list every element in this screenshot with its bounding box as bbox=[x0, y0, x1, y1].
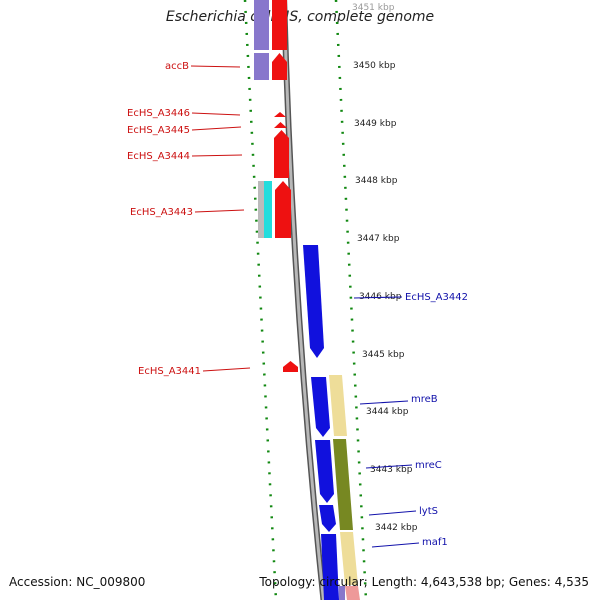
gene-label-EcHS_A3441: EcHS_A3441 bbox=[138, 366, 201, 377]
gene-label-EcHS_A3445: EcHS_A3445 bbox=[127, 125, 190, 136]
label-leader bbox=[368, 510, 417, 516]
scale-label: 3445 kbp bbox=[362, 350, 405, 360]
cog-blocks-forward bbox=[329, 375, 360, 600]
label-leader bbox=[191, 126, 242, 131]
cog-block bbox=[345, 586, 360, 600]
label-leader bbox=[202, 367, 251, 372]
reverse-gene-labels: accB EcHS_A3446 EcHS_A3445 EcHS_A3444 Ec… bbox=[127, 61, 251, 377]
genome-summary-text: Topology: circular; Length: 4,643,538 bp… bbox=[259, 575, 589, 589]
scale-label: 3447 kbp bbox=[357, 234, 400, 244]
cog-block bbox=[254, 53, 269, 80]
label-leader bbox=[365, 464, 413, 469]
gene-label-EcHS_A3443: EcHS_A3443 bbox=[130, 207, 193, 218]
label-leader bbox=[194, 209, 245, 213]
cog-blocks-reverse bbox=[254, 0, 272, 238]
gene-arrow-mreB bbox=[311, 377, 330, 437]
label-leader bbox=[371, 542, 420, 548]
scale-label: 3449 kbp bbox=[354, 119, 397, 129]
gene-arrow-EcHS_A3441 bbox=[283, 361, 298, 372]
label-leader bbox=[190, 65, 241, 68]
gene-label-maf1: maf1 bbox=[422, 537, 448, 548]
accession-text: Accession: NC_009800 bbox=[9, 575, 146, 589]
genome-title: Escherichia coli HS, complete genome bbox=[165, 9, 435, 25]
scale-label: 3450 kbp bbox=[353, 61, 396, 71]
gene-label-EcHS_A3442: EcHS_A3442 bbox=[405, 292, 468, 303]
cog-block bbox=[258, 181, 265, 238]
forward-gene-labels: EcHS_A3442 mreB mreC lytS maf1 bbox=[353, 292, 468, 548]
cog-block bbox=[333, 439, 353, 530]
label-leader bbox=[191, 154, 243, 157]
cog-block bbox=[264, 181, 272, 238]
backbone-line bbox=[282, 0, 325, 600]
reverse-strand-features bbox=[272, 0, 298, 372]
cog-block bbox=[329, 375, 347, 436]
gene-arrow-EcHS_A3445 bbox=[274, 122, 287, 128]
gene-label-EcHS_A3444: EcHS_A3444 bbox=[127, 151, 190, 162]
outer-tick-rail bbox=[334, 0, 368, 600]
tick-rails bbox=[243, 0, 368, 600]
cog-block bbox=[254, 0, 269, 50]
label-leader bbox=[359, 400, 409, 405]
gene-label-mreB: mreB bbox=[411, 394, 438, 405]
gene-label-EcHS_A3446: EcHS_A3446 bbox=[127, 108, 190, 119]
scale-label: 3442 kbp bbox=[375, 523, 418, 533]
scale-label: 3444 kbp bbox=[366, 407, 409, 417]
gene-arrow-mreC bbox=[315, 440, 334, 503]
gene-arrow-EcHS_A3444 bbox=[274, 130, 289, 178]
forward-strand-features bbox=[303, 245, 339, 600]
scale-labels: 3451 kbp 3450 kbp 3449 kbp 3448 kbp 3447… bbox=[352, 3, 418, 533]
gene-arrow-accB bbox=[272, 53, 287, 80]
gene-arrow-maf1 bbox=[321, 534, 339, 600]
gene-arrow-EcHS_A3442 bbox=[303, 245, 324, 358]
scale-label: 3448 kbp bbox=[355, 176, 398, 186]
gene-arrow-EcHS_A3443 bbox=[275, 181, 291, 238]
gene-label-mreC: mreC bbox=[415, 460, 442, 471]
cog-block bbox=[340, 532, 358, 585]
gene-arrow bbox=[272, 0, 287, 50]
cog-block bbox=[339, 586, 345, 600]
scale-label: 3451 kbp bbox=[352, 3, 395, 13]
backbone bbox=[281, 0, 327, 600]
scale-label: 3443 kbp bbox=[370, 465, 413, 475]
gene-arrow-lytS bbox=[319, 505, 336, 532]
label-leader bbox=[191, 112, 241, 116]
gene-label-accB: accB bbox=[165, 61, 189, 72]
gene-arrow-EcHS_A3446 bbox=[274, 112, 286, 117]
inner-tick-rail bbox=[243, 0, 278, 600]
gene-label-lytS: lytS bbox=[419, 506, 438, 517]
label-leader bbox=[353, 296, 403, 299]
